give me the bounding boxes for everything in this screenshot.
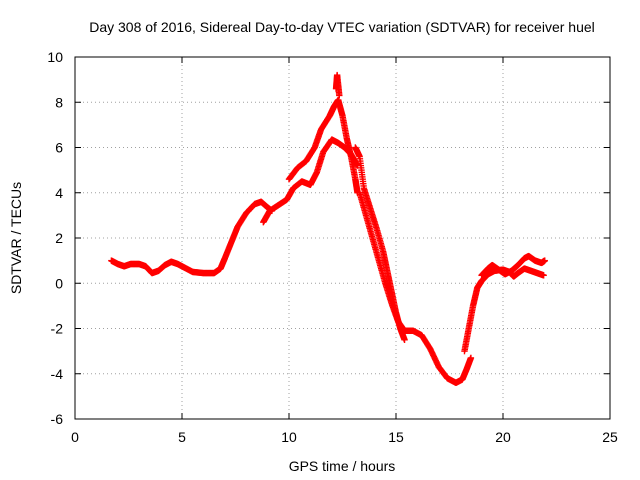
x-tick-label: 0: [71, 429, 79, 445]
data-point: [352, 144, 363, 160]
data-point: [336, 92, 343, 99]
data-point: [302, 145, 318, 165]
data-point: [367, 205, 380, 231]
y-tick-label: 6: [55, 140, 63, 156]
data-point: [356, 189, 369, 217]
data-point: [463, 355, 474, 373]
data-point: [307, 170, 320, 189]
data-point: [418, 332, 433, 352]
data-point: [382, 280, 395, 306]
x-tick-label: 5: [178, 429, 186, 445]
data-point: [369, 234, 382, 263]
data-point: [360, 185, 374, 211]
data-point: [541, 257, 548, 264]
y-tick-label: -2: [51, 321, 64, 337]
data-point: [452, 376, 466, 386]
data-point: [339, 112, 350, 141]
x-tick-label: 20: [495, 429, 511, 445]
data-point: [266, 202, 281, 215]
grid: [75, 57, 610, 419]
data-point: [508, 262, 521, 275]
data-point: [335, 96, 346, 118]
y-axis-label: SDTVAR / TECUs: [8, 182, 24, 294]
data-point: [375, 257, 389, 285]
y-tick-label: 0: [55, 275, 63, 291]
x-axis-label: GPS time / hours: [289, 458, 396, 474]
x-tick-label: 10: [281, 429, 297, 445]
chart-title: Day 308 of 2016, Sidereal Day-to-day VTE…: [89, 19, 595, 35]
data-point: [210, 265, 224, 277]
data-point: [388, 300, 401, 324]
y-tick-label: -6: [51, 411, 64, 427]
data-point: [228, 224, 241, 246]
data-point: [401, 336, 408, 344]
y-tick-label: 2: [55, 230, 63, 246]
y-tick-label: 8: [55, 94, 63, 110]
data-point: [155, 262, 168, 275]
data-point: [373, 225, 386, 254]
y-tick-label: 4: [55, 185, 63, 201]
data-point: [465, 304, 476, 332]
x-tick-label: 15: [388, 429, 404, 445]
data-point: [168, 258, 181, 268]
x-tick-label: 25: [602, 429, 618, 445]
data-point: [540, 272, 547, 279]
data-point: [467, 354, 475, 362]
y-tick-label: 10: [47, 49, 63, 65]
plot-frame: [74, 56, 611, 420]
data-point: [313, 150, 326, 176]
y-tick-label: -4: [51, 366, 64, 382]
data-point: [461, 326, 472, 355]
data-points: [108, 71, 548, 386]
data-point: [469, 285, 481, 310]
